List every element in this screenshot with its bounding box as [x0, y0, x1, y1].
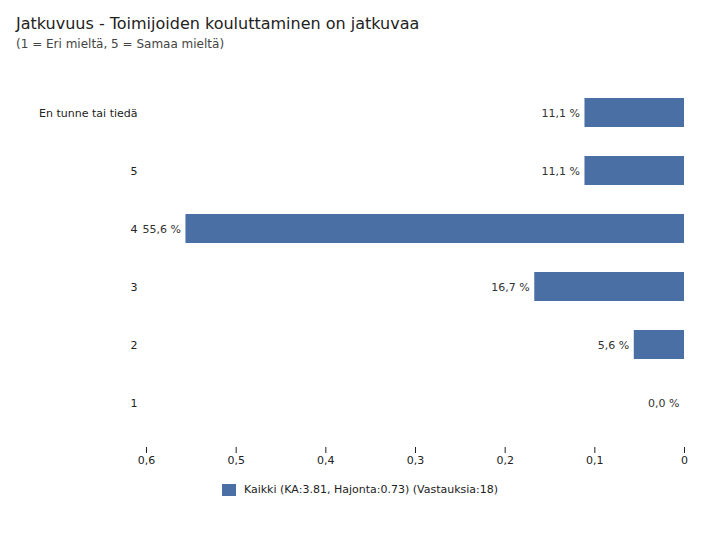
svg-text:5,6 %: 5,6 %	[598, 339, 629, 352]
svg-text:0,2: 0,2	[496, 454, 513, 467]
svg-text:55,6 %: 55,6 %	[143, 223, 181, 236]
svg-text:0,1: 0,1	[586, 454, 604, 467]
svg-text:11,1 %: 11,1 %	[542, 165, 580, 178]
svg-text:2: 2	[131, 339, 138, 352]
html-text:Jatkuvuus - Toimijoiden koulut: Jatkuvuus - Toimijoiden kouluttaminen on…	[16, 14, 420, 33]
svg-text:En tunne tai tiedä: En tunne tai tiedä	[39, 107, 137, 120]
svg-text:0,0 %: 0,0 %	[648, 397, 679, 410]
svg-text:0,5: 0,5	[227, 454, 245, 467]
svg-text:1: 1	[131, 397, 138, 410]
svg-text:4: 4	[131, 223, 138, 236]
svg-text:3: 3	[131, 281, 138, 294]
svg-text:16,7 %: 16,7 %	[491, 281, 529, 294]
html-text:Kaikki (KA:3.81, Hajonta:0.73): Kaikki (KA:3.81, Hajonta:0.73) (Vastauks…	[243, 483, 498, 496]
svg-text:0,6: 0,6	[138, 454, 156, 467]
svg-text:11,1 %: 11,1 %	[542, 107, 580, 120]
svg-text:0: 0	[681, 454, 688, 467]
svg-text:0,4: 0,4	[317, 454, 335, 467]
html-text:(1 = Eri mieltä, 5 = Samaa mie: (1 = Eri mieltä, 5 = Samaa mieltä)	[16, 37, 225, 51]
svg-text:0,3: 0,3	[407, 454, 425, 467]
svg-text:5: 5	[131, 165, 138, 178]
